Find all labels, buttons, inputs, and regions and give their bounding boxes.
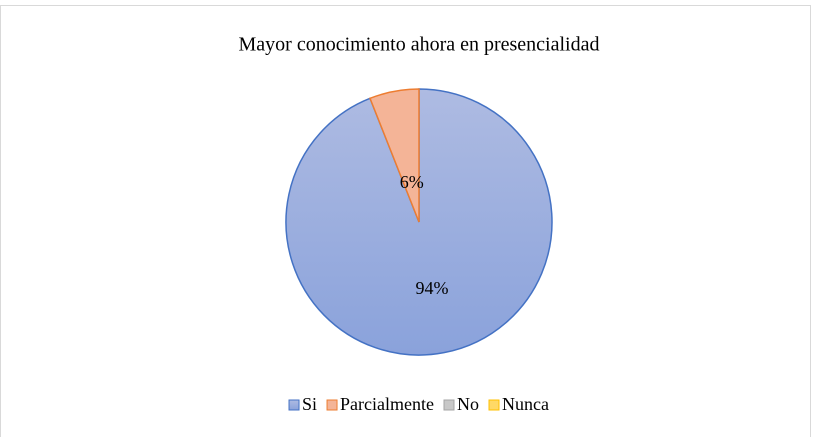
legend-swatch xyxy=(326,399,338,411)
legend-label: Nunca xyxy=(502,394,549,414)
legend-swatch xyxy=(443,399,455,411)
legend-swatch xyxy=(488,399,500,411)
pie-slice xyxy=(369,88,420,223)
chart-title: Mayor conocimiento ahora en presencialid… xyxy=(239,34,600,56)
legend-swatch xyxy=(288,399,300,411)
legend-label: Si xyxy=(302,394,317,414)
data-label: 94% xyxy=(415,278,448,298)
legend-label: No xyxy=(457,394,479,414)
legend-label: Parcialmente xyxy=(340,394,434,414)
data-label: 6% xyxy=(400,172,424,192)
